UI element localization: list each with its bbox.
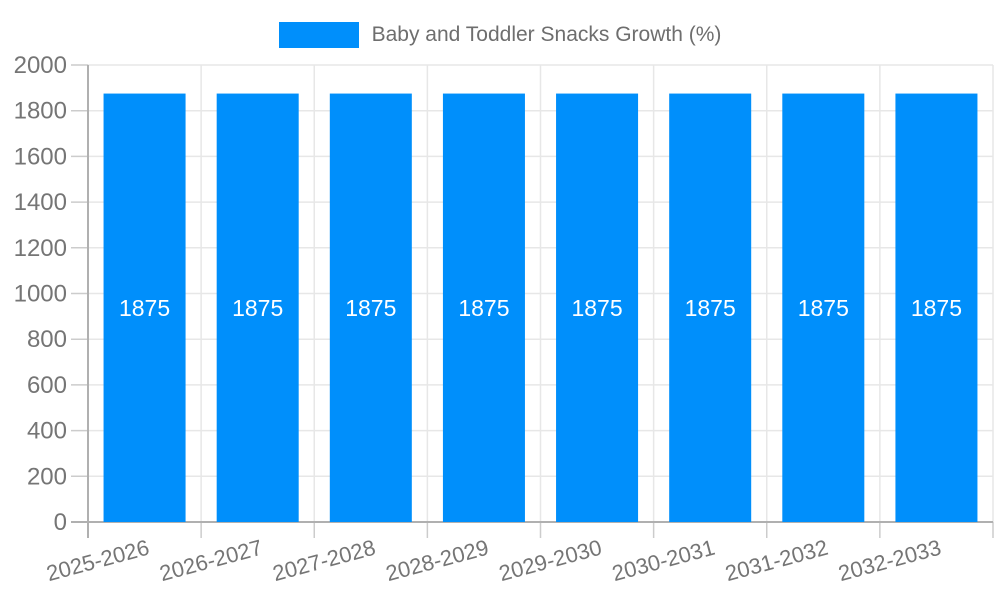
bar[interactable] [895, 93, 978, 522]
bar-value-label: 1875 [685, 295, 736, 321]
bar-value-label: 1875 [571, 295, 622, 321]
bar[interactable] [669, 93, 752, 522]
bar[interactable] [103, 93, 186, 522]
x-tick-label: 2027-2028 [270, 535, 378, 586]
x-tick-label: 2031-2032 [723, 535, 831, 586]
bar[interactable] [782, 93, 865, 522]
y-tick-label: 1400 [14, 189, 67, 216]
y-tick-label: 1200 [14, 235, 67, 262]
x-tick-label: 2028-2029 [383, 535, 491, 586]
x-tick-label: 2026-2027 [157, 535, 265, 586]
y-tick-label: 400 [27, 418, 67, 445]
bar[interactable] [216, 93, 299, 522]
bar[interactable] [556, 93, 639, 522]
bar[interactable] [442, 93, 525, 522]
y-tick-label: 0 [54, 509, 67, 536]
x-tick-label: 2032-2033 [836, 535, 944, 586]
x-tick-label: 2029-2030 [496, 535, 604, 586]
bar-value-label: 1875 [911, 295, 962, 321]
y-tick-label: 2000 [14, 52, 67, 79]
y-tick-label: 1600 [14, 143, 67, 170]
y-tick-label: 600 [27, 372, 67, 399]
y-tick-label: 1000 [14, 281, 67, 308]
bar-value-label: 1875 [119, 295, 170, 321]
x-tick-label: 2030-2031 [609, 535, 717, 586]
bar-value-label: 1875 [232, 295, 283, 321]
y-tick-label: 200 [27, 463, 67, 490]
bar-value-label: 1875 [798, 295, 849, 321]
y-tick-label: 800 [27, 326, 67, 353]
legend-label: Baby and Toddler Snacks Growth (%) [371, 23, 722, 46]
bar[interactable] [329, 93, 412, 522]
bar-value-label: 1875 [458, 295, 509, 321]
legend-item[interactable]: Baby and Toddler Snacks Growth (%) [0, 22, 1000, 48]
legend-swatch [278, 22, 359, 48]
x-tick-label: 2025-2026 [44, 535, 152, 586]
y-tick-label: 1800 [14, 98, 67, 125]
bar-value-label: 1875 [345, 295, 396, 321]
